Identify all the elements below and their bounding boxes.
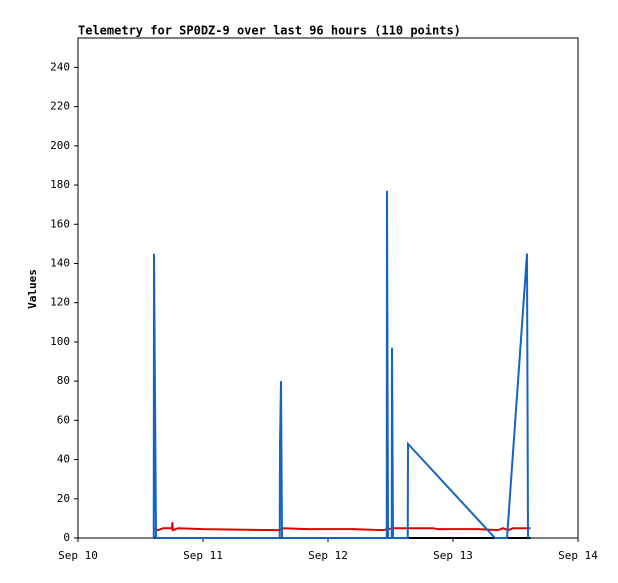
x-tick-label: Sep 10 xyxy=(58,549,98,562)
y-tick-label: 40 xyxy=(57,453,70,466)
y-tick-label: 100 xyxy=(50,335,70,348)
y-tick-label: 80 xyxy=(57,374,70,387)
y-tick-label: 120 xyxy=(50,296,70,309)
y-tick-label: 160 xyxy=(50,217,70,230)
series-line xyxy=(152,190,529,539)
y-tick-label: 240 xyxy=(50,60,70,73)
y-tick-label: 180 xyxy=(50,178,70,191)
x-tick-label: Sep 11 xyxy=(183,549,223,562)
y-tick-label: 0 xyxy=(63,531,70,544)
series-line xyxy=(153,522,531,532)
chart-title: Telemetry for SP0DZ-9 over last 96 hours… xyxy=(78,24,461,38)
y-tick-label: 140 xyxy=(50,256,70,269)
y-tick-label: 220 xyxy=(50,100,70,113)
y-axis-label: Values xyxy=(26,269,39,309)
y-tick-label: 60 xyxy=(57,413,70,426)
x-tick-label: Sep 12 xyxy=(308,549,348,562)
y-tick-label: 20 xyxy=(57,492,70,505)
x-tick-label: Sep 14 xyxy=(558,549,598,562)
y-tick-label: 200 xyxy=(50,139,70,152)
x-tick-label: Sep 13 xyxy=(433,549,473,562)
